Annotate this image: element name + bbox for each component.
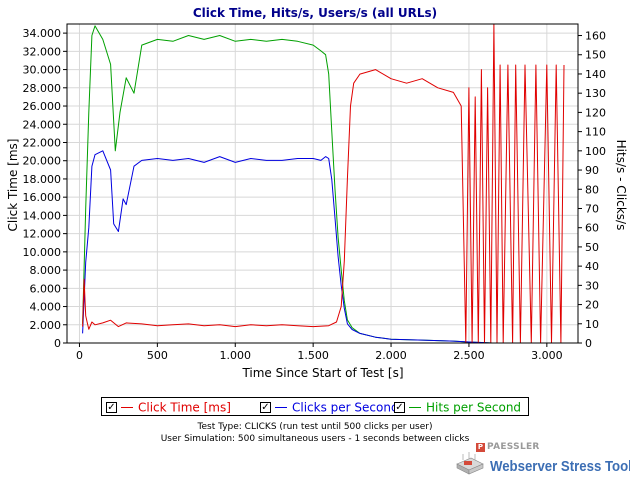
legend-label-clicks-per-second: Clicks per Second	[292, 400, 399, 415]
legend-item-hits-per-second[interactable]: ✓ Hits per Second	[394, 399, 521, 415]
x-tick-label: 1.500	[297, 349, 329, 362]
y-right-tick-label: 60	[585, 222, 599, 235]
y-right-tick-label: 50	[585, 241, 599, 254]
brand-company: PAESSLER	[487, 442, 540, 452]
paessler-mark-icon: P	[476, 443, 485, 452]
y-right-tick-label: 120	[585, 106, 606, 119]
legend-swatch-click-time	[121, 407, 133, 408]
y-left-tick-label: 34.000	[23, 27, 62, 40]
y-left-tick-label: 12.000	[23, 228, 62, 241]
legend-swatch-clicks-per-second	[275, 407, 287, 408]
test-type-info: Test Type: CLICKS (run test until 500 cl…	[197, 422, 433, 432]
y-right-tick-label: 140	[585, 68, 606, 81]
y-left-tick-label: 28.000	[23, 82, 62, 95]
y-right-tick-label: 40	[585, 260, 599, 273]
y-left-tick-label: 26.000	[23, 100, 62, 113]
stress-tool-logo-icon	[456, 452, 484, 475]
y-left-tick-label: 32.000	[23, 45, 62, 58]
ticks-layer: 0 2.000 4.000 6.000 8.000 10.000 12.000 14.000 1…	[23, 27, 607, 362]
y-right-tick-label: 80	[585, 183, 599, 196]
legend-checkbox-hits-per-second[interactable]: ✓	[394, 402, 405, 413]
y-left-tick-label: 30.000	[23, 64, 62, 77]
series-line-click-time-ms	[82, 23, 565, 344]
y-right-tick-label: 10	[585, 318, 599, 331]
y-left-tick-label: 0	[54, 337, 61, 350]
legend-checkbox-click-time[interactable]: ✓	[106, 402, 117, 413]
y-left-tick-label: 8.000	[30, 264, 62, 277]
legend-swatch-hits-per-second	[409, 407, 421, 408]
series-layer	[82, 23, 565, 344]
y-right-tick-label: 150	[585, 49, 606, 62]
y-left-tick-label: 16.000	[23, 191, 62, 204]
plot-frame	[66, 23, 579, 344]
legend-label-click-time: Click Time [ms]	[138, 400, 231, 415]
chart-title: Click Time, Hits/s, Users/s (all URLs)	[192, 6, 438, 20]
y-left-tick-label: 10.000	[23, 246, 62, 259]
chart-plot: 0 2.000 4.000 6.000 8.000 10.000 12.000 14.000 1…	[6, 23, 628, 380]
x-tick-label: 500	[147, 349, 168, 362]
legend: ✓ Click Time [ms] ✓ Clicks per Second ✓ Hit…	[101, 397, 529, 416]
y-left-tick-label: 14.000	[23, 209, 62, 222]
y-left-tick-label: 18.000	[23, 173, 62, 186]
x-axis-label: Time Since Start of Test [s]	[241, 366, 403, 380]
y-right-tick-label: 30	[585, 279, 599, 292]
brand-product: Webserver Stress Tool	[490, 458, 630, 475]
y-left-tick-label: 24.000	[23, 118, 62, 131]
legend-item-clicks-per-second[interactable]: ✓ Clicks per Second	[260, 399, 399, 415]
y-left-tick-label: 20.000	[23, 155, 62, 168]
y-right-tick-label: 70	[585, 202, 599, 215]
y-right-tick-label: 110	[585, 126, 606, 139]
series-line-clicks-per-second	[82, 150, 493, 344]
y-right-tick-label: 20	[585, 299, 599, 312]
y-left-tick-label: 6.000	[30, 282, 62, 295]
x-tick-label: 3.000	[531, 349, 563, 362]
x-tick-label: 2.500	[453, 349, 485, 362]
y-axis-left-label: Click Time [ms]	[6, 139, 20, 232]
legend-label-hits-per-second: Hits per Second	[426, 400, 522, 415]
user-simulation-info: User Simulation: 500 simultaneous users …	[160, 434, 470, 444]
legend-checkbox-clicks-per-second[interactable]: ✓	[260, 402, 271, 413]
y-left-tick-label: 22.000	[23, 136, 62, 149]
y-left-tick-label: 4.000	[30, 301, 62, 314]
x-tick-label: 0	[76, 349, 83, 362]
y-axis-right-label: Hits/s - Clicks/s	[614, 140, 628, 231]
y-right-tick-label: 160	[585, 30, 606, 43]
y-right-tick-label: 130	[585, 87, 606, 100]
x-tick-label: 1.000	[220, 349, 252, 362]
y-right-tick-label: 0	[585, 337, 592, 350]
y-left-tick-label: 2.000	[30, 319, 62, 332]
y-right-tick-label: 90	[585, 164, 599, 177]
y-right-tick-label: 100	[585, 145, 606, 158]
legend-item-click-time[interactable]: ✓ Click Time [ms]	[106, 399, 231, 415]
x-tick-label: 2.000	[375, 349, 407, 362]
series-line-hits-per-second	[82, 25, 493, 344]
